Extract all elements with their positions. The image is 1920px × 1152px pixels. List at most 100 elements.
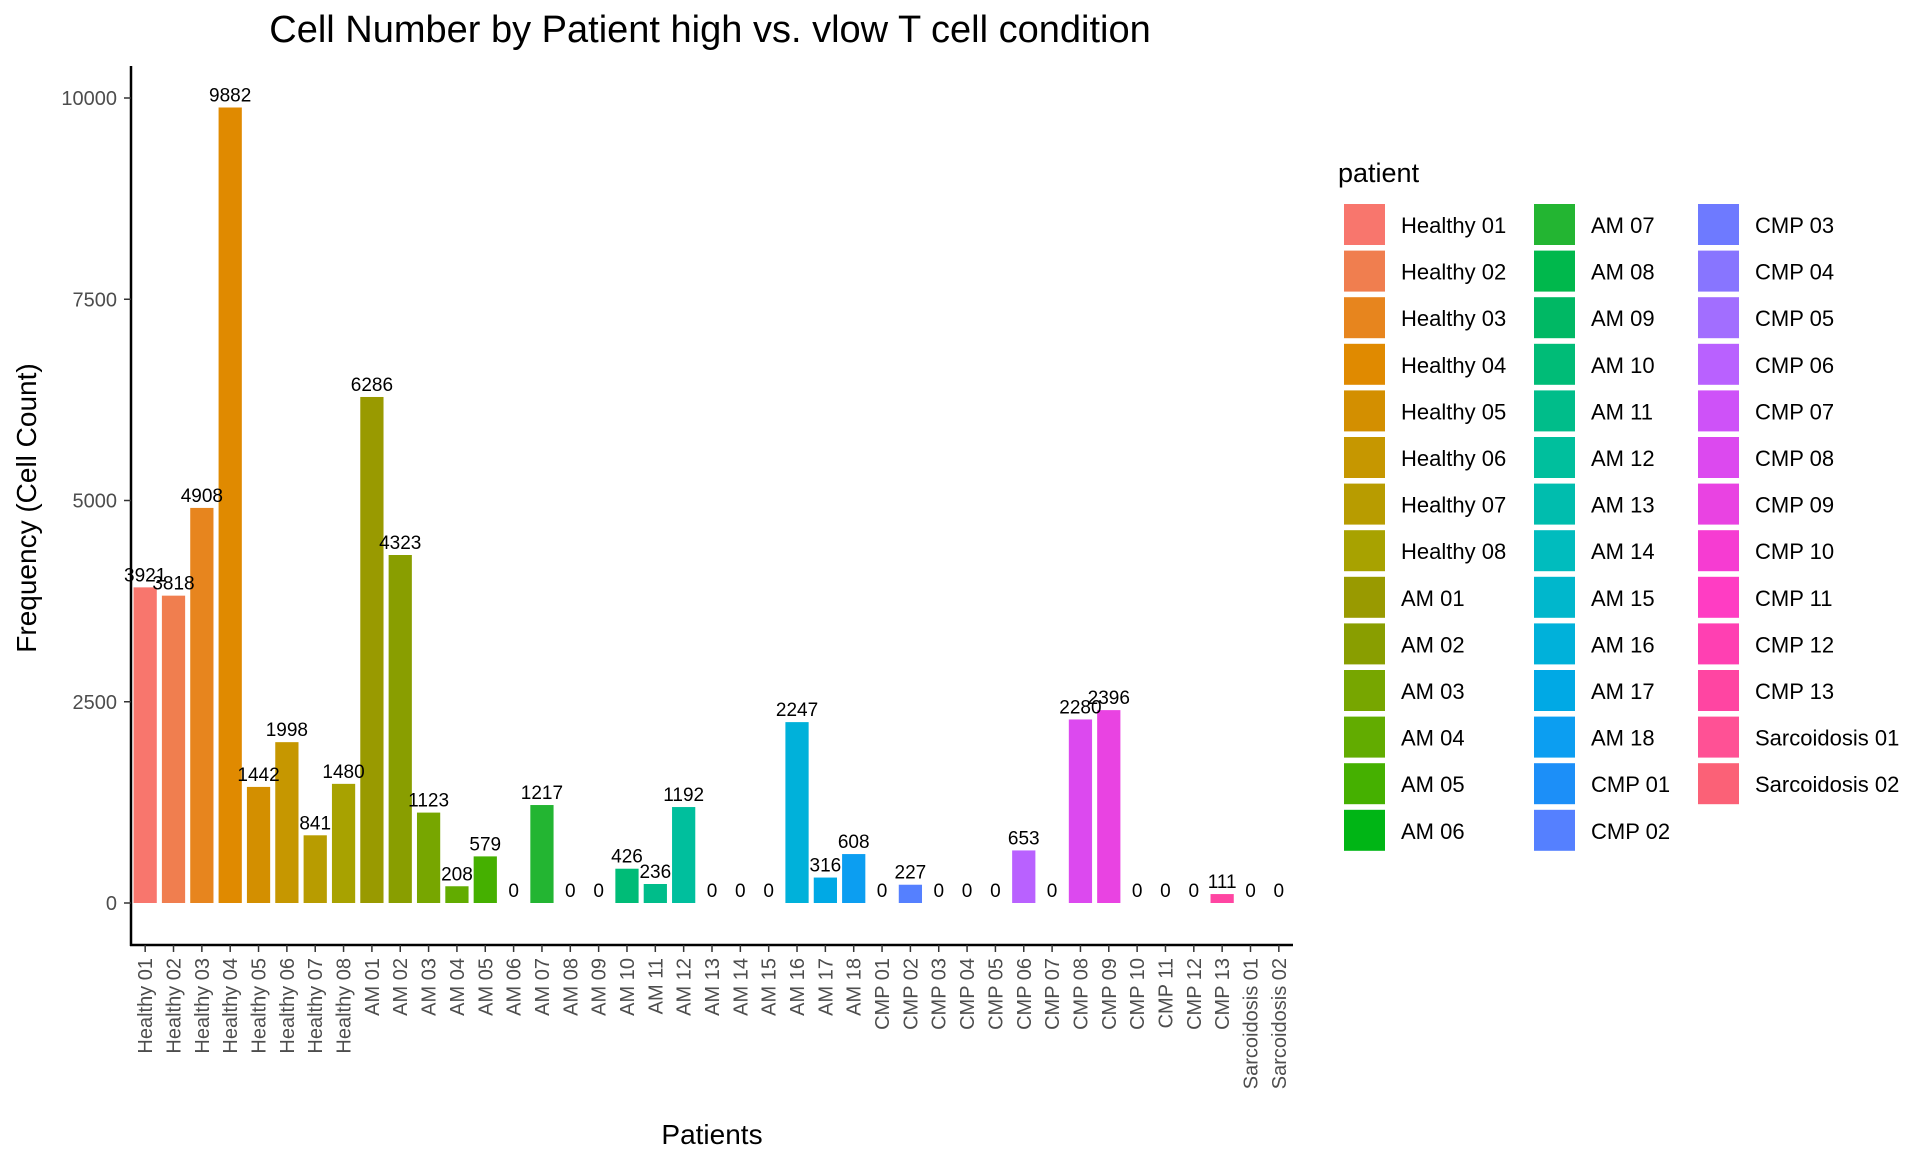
bar-am-17 [813, 877, 837, 903]
legend-label-am-08: AM 08 [1591, 260, 1655, 285]
x-tick-label-cmp-09: CMP 09 [1099, 958, 1121, 1030]
legend-key-healthy-07 [1344, 483, 1385, 525]
legend-key-cmp-12 [1698, 623, 1739, 665]
legend-label-am-16: AM 16 [1591, 632, 1655, 657]
legend-label-cmp-01: CMP 01 [1591, 772, 1670, 797]
legend-key-am-13 [1534, 483, 1575, 525]
x-tick-label-cmp-05: CMP 05 [985, 958, 1007, 1030]
legend-key-cmp-11 [1698, 576, 1739, 618]
data-label-healthy-07: 841 [299, 813, 331, 834]
bar-am-07 [530, 805, 554, 903]
bar-am-10 [615, 868, 639, 903]
y-tick-label: 2500 [73, 692, 118, 714]
legend-key-am-11 [1534, 390, 1575, 432]
data-label-am-05: 579 [469, 834, 501, 855]
data-label-am-08: 0 [565, 881, 576, 902]
x-tick-label-sarcoidosis-01: Sarcoidosis 01 [1240, 958, 1262, 1089]
y-tick-label: 5000 [73, 491, 118, 513]
legend-label-am-02: AM 02 [1401, 632, 1465, 657]
legend-key-cmp-07 [1698, 390, 1739, 432]
y-tick-label: 0 [106, 893, 117, 915]
y-axis-title: Frequency (Cell Count) [11, 363, 42, 652]
legend-key-am-17 [1534, 670, 1575, 711]
data-label-cmp-01: 0 [877, 881, 888, 902]
legend-key-am-04 [1344, 716, 1385, 758]
legend-label-am-09: AM 09 [1591, 306, 1655, 331]
legend-label-cmp-05: CMP 05 [1755, 306, 1834, 331]
data-label-am-09: 0 [593, 881, 604, 902]
x-tick-label-cmp-06: CMP 06 [1014, 958, 1036, 1030]
x-tick-label-cmp-02: CMP 02 [900, 958, 922, 1030]
legend-label-cmp-08: CMP 08 [1755, 446, 1834, 471]
bar-healthy-04 [218, 107, 242, 903]
legend-label-healthy-06: Healthy 06 [1401, 446, 1506, 471]
x-tick-label-cmp-10: CMP 10 [1127, 958, 1149, 1030]
x-tick-label-am-02: AM 02 [390, 958, 412, 1016]
legend-label-cmp-07: CMP 07 [1755, 399, 1834, 424]
y-axis-ticks: 0 2500 5000 7500 10000 [61, 88, 131, 915]
legend-key-cmp-01 [1534, 763, 1575, 805]
legend-label-cmp-12: CMP 12 [1755, 632, 1834, 657]
data-label-sarcoidosis-02: 0 [1274, 881, 1285, 902]
x-axis-title: Patients [661, 1119, 762, 1150]
data-label-healthy-01: 3921 [124, 565, 166, 586]
legend-label-healthy-02: Healthy 02 [1401, 260, 1506, 285]
data-label-am-14: 0 [735, 881, 746, 902]
legend-key-healthy-05 [1344, 390, 1385, 432]
legend-key-am-09 [1534, 297, 1575, 339]
legend-label-cmp-13: CMP 13 [1755, 679, 1834, 704]
data-label-am-07: 1217 [521, 783, 563, 804]
legend-key-am-15 [1534, 576, 1575, 618]
data-label-healthy-02: 3818 [152, 574, 194, 595]
legend-key-am-12 [1534, 437, 1575, 478]
bar-cmp-02 [898, 884, 923, 903]
legend-key-am-07 [1534, 204, 1575, 245]
legend-label-am-13: AM 13 [1591, 493, 1655, 518]
legend-key-cmp-03 [1698, 204, 1739, 245]
bar-am-11 [643, 884, 667, 903]
bar-healthy-08 [331, 783, 356, 903]
legend-label-sarcoidosis-02: Sarcoidosis 02 [1755, 772, 1899, 797]
x-tick-label-cmp-07: CMP 07 [1042, 958, 1064, 1030]
legend-key-am-10 [1534, 343, 1575, 385]
x-tick-label-am-06: AM 06 [504, 958, 526, 1016]
data-label-cmp-06: 653 [1008, 828, 1040, 849]
legend-key-healthy-06 [1344, 437, 1385, 478]
legend-key-am-08 [1534, 250, 1575, 292]
y-tick-label: 10000 [61, 88, 117, 110]
x-axis-ticks: Healthy 01 Healthy 02 Healthy 03 Healthy 04… [135, 945, 1291, 1089]
bar-cmp-06 [1012, 850, 1036, 903]
x-tick-label-am-13: AM 13 [702, 958, 724, 1016]
x-tick-label-cmp-12: CMP 12 [1184, 958, 1206, 1030]
legend-label-cmp-10: CMP 10 [1755, 539, 1834, 564]
data-label-am-04: 208 [441, 864, 473, 885]
bar-healthy-06 [275, 742, 299, 903]
legend-key-am-05 [1344, 763, 1385, 805]
x-tick-label-am-03: AM 03 [419, 958, 441, 1016]
bar-am-01 [360, 396, 384, 903]
data-label-am-13: 0 [707, 881, 718, 902]
y-tick-label: 7500 [73, 289, 118, 311]
data-label-am-16: 2247 [776, 700, 818, 721]
legend-key-am-14 [1534, 530, 1575, 572]
data-label-cmp-04: 0 [962, 881, 973, 902]
x-tick-label-am-18: AM 18 [844, 958, 866, 1016]
x-tick-label-am-16: AM 16 [787, 958, 809, 1016]
x-tick-label-am-15: AM 15 [759, 958, 781, 1016]
legend-key-cmp-08 [1698, 437, 1739, 478]
legend-key-am-01 [1344, 576, 1385, 618]
data-label-cmp-05: 0 [990, 881, 1001, 902]
x-tick-label-cmp-04: CMP 04 [957, 958, 979, 1030]
legend-label-healthy-07: Healthy 07 [1401, 493, 1506, 518]
legend-label-am-18: AM 18 [1591, 726, 1655, 751]
data-label-healthy-03: 4908 [181, 486, 223, 507]
legend-label-am-05: AM 05 [1401, 772, 1465, 797]
x-tick-label-healthy-05: Healthy 05 [249, 958, 271, 1054]
data-label-cmp-03: 0 [933, 881, 944, 902]
data-label-cmp-10: 0 [1132, 881, 1143, 902]
data-label-healthy-08: 1480 [322, 762, 364, 783]
legend-key-am-16 [1534, 623, 1575, 665]
x-tick-label-healthy-03: Healthy 03 [192, 958, 214, 1054]
legend-label-am-17: AM 17 [1591, 679, 1655, 704]
